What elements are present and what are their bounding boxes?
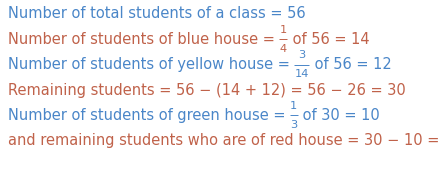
Text: 3: 3 [298,50,305,60]
Text: of 30 = 10: of 30 = 10 [298,108,380,123]
Text: Number of total students of a class = 56: Number of total students of a class = 56 [8,7,306,22]
Text: Number of students of blue house =: Number of students of blue house = [8,32,279,47]
Text: of 56 = 14: of 56 = 14 [288,32,369,47]
Text: Number of students of green house =: Number of students of green house = [8,108,290,123]
Text: Number of students of yellow house =: Number of students of yellow house = [8,57,294,72]
Text: 3: 3 [290,120,297,130]
Text: and remaining students who are of red house = 30 − 10 = 20: and remaining students who are of red ho… [8,133,438,148]
Text: 1: 1 [290,101,297,111]
Text: of 56 = 12: of 56 = 12 [310,57,392,72]
Text: 14: 14 [294,69,309,79]
Text: 4: 4 [279,44,287,54]
Text: 1: 1 [279,25,287,35]
Text: Remaining students = 56 − (14 + 12) = 56 − 26 = 30: Remaining students = 56 − (14 + 12) = 56… [8,83,406,98]
